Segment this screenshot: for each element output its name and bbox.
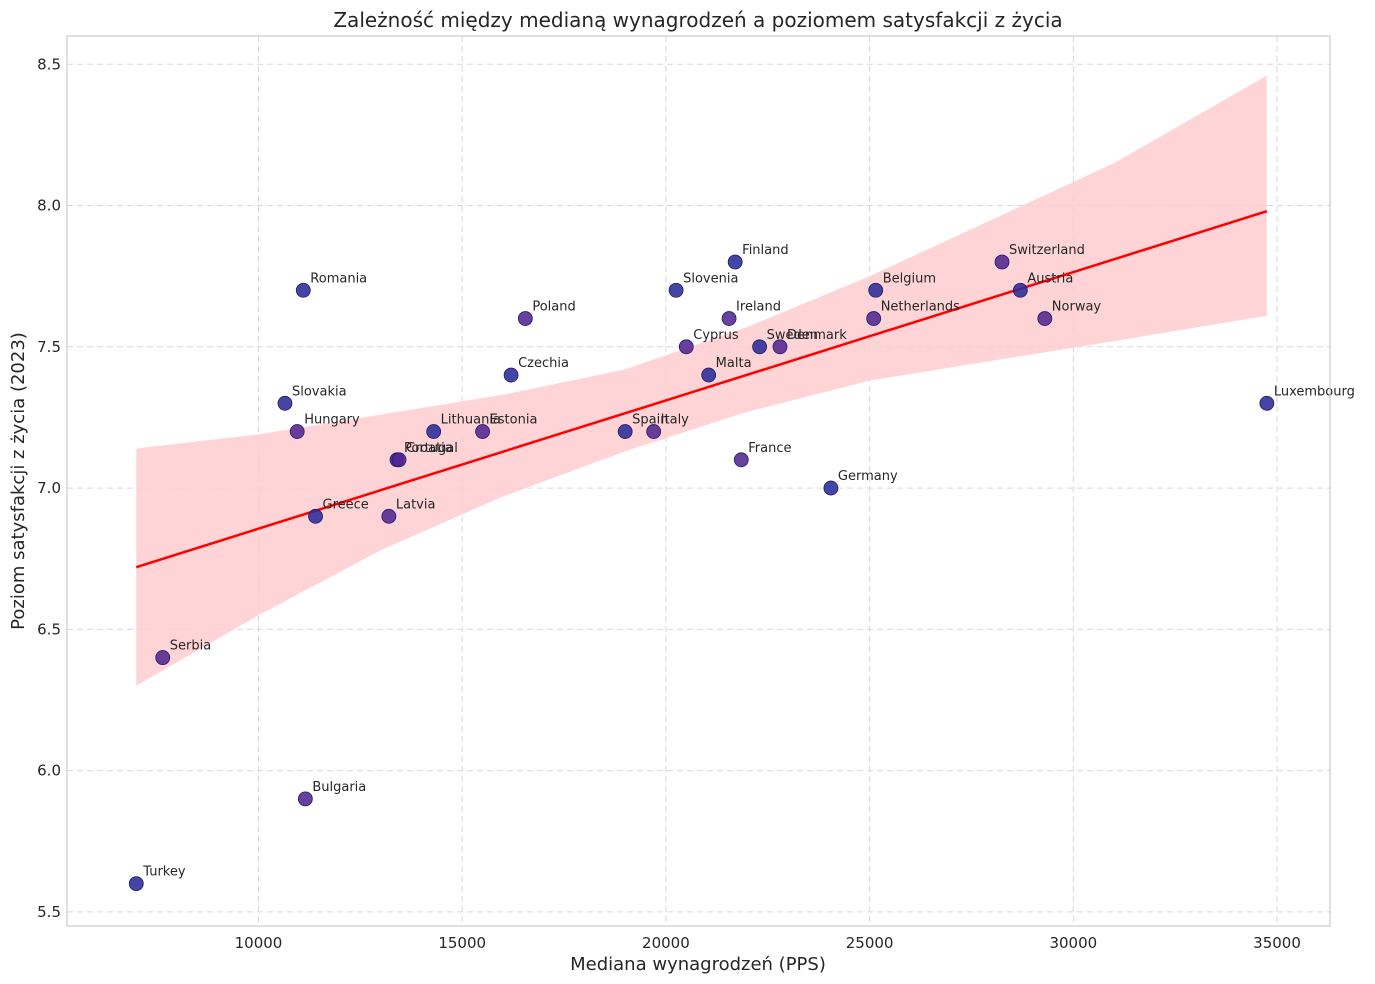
data-point [289, 424, 305, 439]
point-label: Denmark [787, 328, 847, 343]
data-point [721, 311, 737, 326]
x-tick-label: 25000 [846, 934, 894, 952]
data-point [678, 339, 694, 355]
point-label: Belgium [883, 271, 936, 286]
plot-frame [66, 35, 1331, 927]
y-tick-label: 8.5 [37, 55, 61, 73]
data-point [128, 876, 144, 892]
data-point [752, 339, 768, 355]
data-point [295, 282, 311, 298]
y-axis-title: Poziom satysfakcji z życia (2023) [8, 332, 29, 630]
point-label: Ireland [736, 300, 781, 315]
point-label: Estonia [490, 413, 538, 428]
point-label: Lithuania [441, 413, 501, 428]
data-point [426, 424, 442, 439]
point-label: Italy [661, 413, 690, 428]
point-label: Spain [632, 413, 668, 428]
data-point [391, 452, 407, 468]
point-label: Latvia [396, 497, 436, 512]
x-tick-label: 30000 [1049, 934, 1097, 952]
data-point [517, 311, 533, 326]
data-point [297, 791, 313, 807]
point-label: Bulgaria [312, 780, 366, 795]
point-label: Greece [323, 497, 369, 512]
data-point [381, 508, 397, 524]
point-label: Malta [716, 356, 752, 371]
point-label: Sweden [767, 328, 818, 343]
point-label: Slovakia [292, 384, 347, 399]
data-point [733, 452, 749, 468]
data-point [701, 367, 717, 383]
data-points [128, 254, 1275, 892]
data-point [1037, 311, 1053, 326]
point-label: France [748, 441, 791, 456]
point-label: Switzerland [1009, 243, 1085, 258]
point-label: Cyprus [693, 328, 739, 343]
y-axis-ticks: 5.5 6.0 6.5 7.0 7.5 8.0 8.5 [37, 55, 61, 921]
point-label: Croatia [406, 441, 453, 456]
point-label: Serbia [170, 639, 211, 654]
data-point [994, 254, 1010, 270]
x-tick-label: 10000 [235, 934, 283, 952]
data-point [866, 311, 882, 326]
point-label: Luxembourg [1274, 384, 1355, 399]
point-label: Germany [838, 469, 898, 484]
point-label: Slovenia [683, 271, 738, 286]
regression-line [135, 209, 1268, 569]
point-label: Romania [310, 271, 367, 286]
point-labels: Turkey Serbia Slovakia Hungary Romania Bulgar… [142, 243, 1355, 880]
y-tick-label: 5.5 [37, 903, 61, 921]
x-tick-label: 20000 [642, 934, 690, 952]
x-axis-title: Mediana wynagrodzeń (PPS) [570, 954, 826, 975]
point-label: Finland [742, 243, 788, 258]
data-point [668, 282, 684, 298]
confidence-band [136, 75, 1267, 686]
data-point [868, 282, 884, 298]
data-point [503, 367, 519, 383]
data-point [155, 650, 171, 665]
x-tick-label: 15000 [438, 934, 486, 952]
data-point [727, 254, 743, 270]
y-tick-label: 6.5 [37, 620, 61, 638]
point-label: Netherlands [881, 300, 960, 315]
point-label: Turkey [142, 865, 186, 880]
x-axis-ticks: 10000 15000 20000 25000 30000 35000 [235, 934, 1301, 952]
data-point [646, 424, 662, 439]
point-label: Czechia [518, 356, 569, 371]
y-tick-label: 8.0 [37, 197, 61, 215]
data-point [617, 424, 633, 439]
data-point [308, 508, 323, 524]
data-point [823, 480, 839, 496]
regression-line-path [135, 209, 1268, 569]
point-label: Hungary [304, 413, 360, 428]
chart-title: Zależność między medianą wynagrodzeń a p… [333, 8, 1062, 32]
point-label: Poland [532, 300, 575, 315]
y-tick-label: 7.0 [37, 479, 61, 497]
point-label: Norway [1052, 300, 1102, 315]
data-point [277, 395, 293, 411]
data-point [1012, 282, 1028, 298]
y-tick-label: 6.0 [37, 762, 61, 780]
confidence-band-area [136, 75, 1267, 686]
data-point [475, 424, 490, 439]
point-label: Portugal [404, 441, 458, 456]
point-label: Austria [1027, 271, 1073, 286]
data-point [772, 339, 788, 355]
y-tick-label: 7.5 [37, 338, 61, 356]
x-tick-label: 35000 [1253, 934, 1301, 952]
data-point [1259, 395, 1275, 411]
